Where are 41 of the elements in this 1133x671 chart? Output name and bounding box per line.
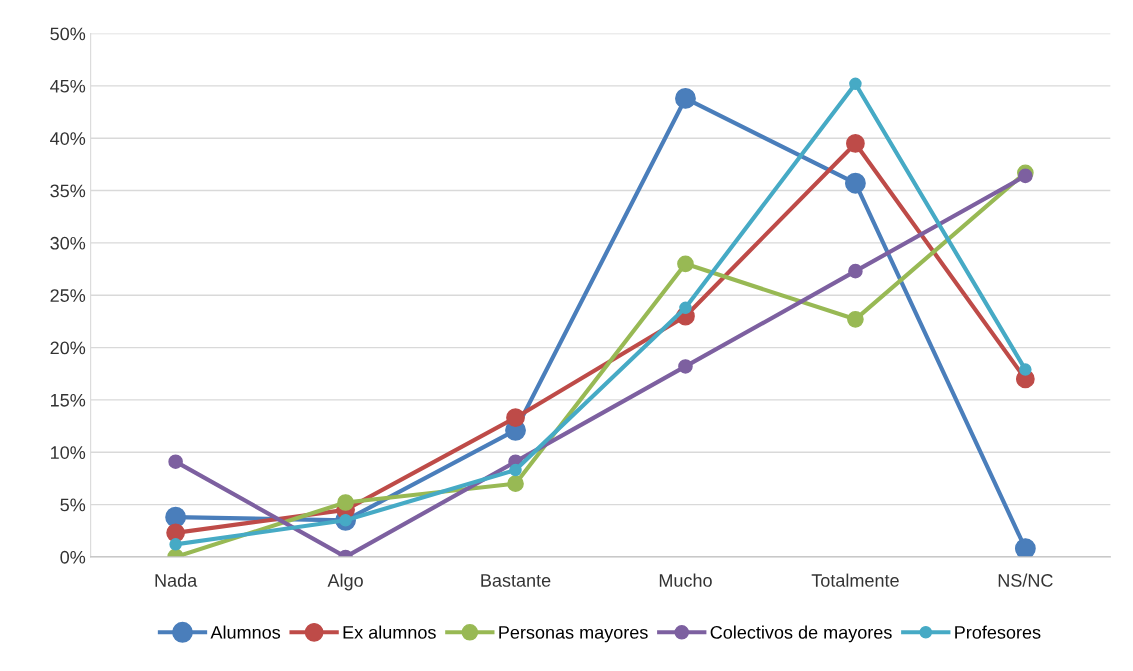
x-tick-label: Algo [327,573,363,591]
point [849,77,862,91]
point [506,408,525,428]
y-tick-label: 30% [50,236,86,250]
y-tick-label: 5% [60,498,86,512]
legend-label: Personas mayores [499,626,648,643]
point [337,494,354,511]
point [507,475,524,492]
point [678,359,693,374]
legend-label: Profesores [955,625,1041,639]
legend-label: Alumnos [210,625,281,639]
point [165,506,187,528]
point [848,263,863,279]
point [847,310,864,328]
point [1014,538,1036,557]
point [1018,168,1033,184]
y-tick-label: 40% [50,132,86,145]
x-tick-label: Bastante [481,574,551,587]
point [844,172,866,194]
x-tick-label: NS/NC [998,573,1053,587]
y-tick-label: 10% [51,446,86,459]
y-tick-label: 45% [50,79,86,93]
point [675,88,696,109]
y-tick-label: 50% [50,27,86,41]
y-tick-label: 0% [60,550,86,564]
point [846,134,865,153]
y-tick-label: 15% [51,393,86,407]
y-tick-label: 20% [50,341,86,355]
legend-label: Colectivos de mayores [710,625,892,643]
y-tick-label: 35% [50,184,86,198]
point [1019,363,1032,376]
point [677,255,694,273]
point [168,454,183,469]
point [679,301,692,315]
point [509,463,522,477]
legend-label: Ex alumnos [343,625,436,639]
x-tick-label: Mucho [659,573,712,587]
x-tick-label: Nada [155,573,198,587]
y-tick-label: 25% [50,289,86,302]
point [169,538,182,551]
x-tick-label: Totalmente [811,573,899,587]
